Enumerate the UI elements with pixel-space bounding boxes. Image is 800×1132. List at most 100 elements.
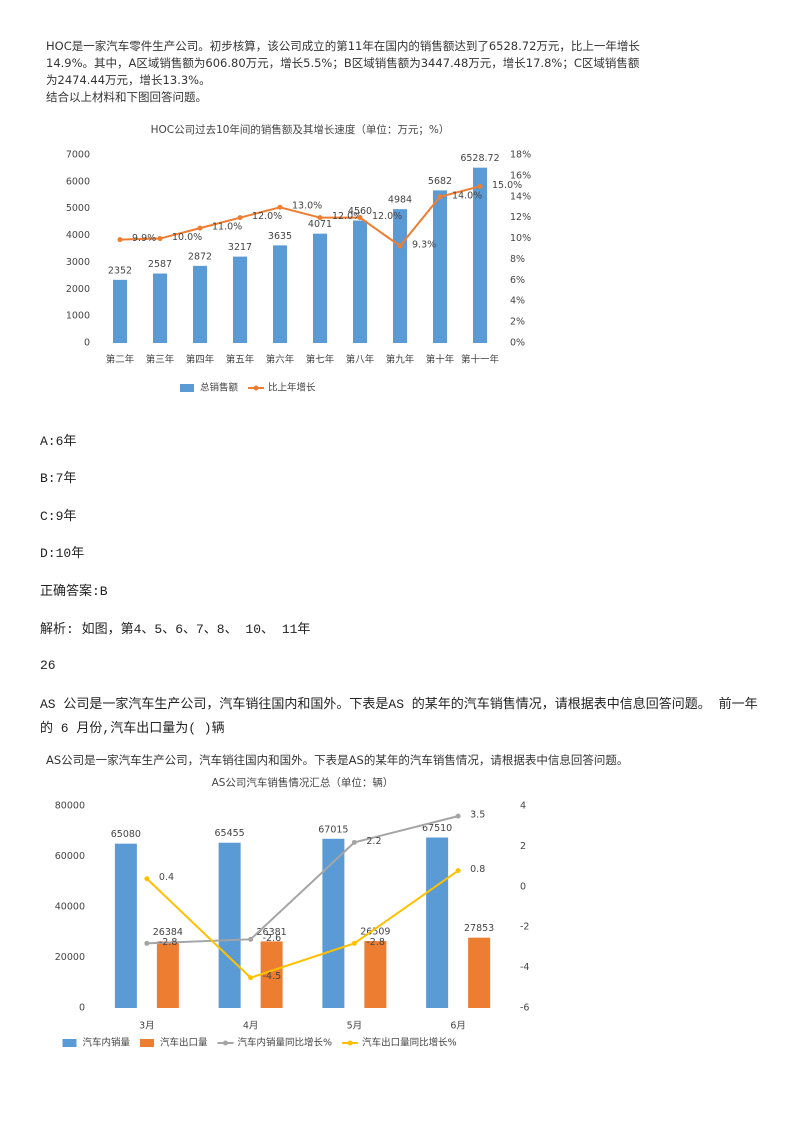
bar-value-label: 3635 [268,231,292,242]
image1-text: HOC是一家汽车零件生产公司。初步核算，该公司成立的第11年在国内的销售额达到了… [46,38,646,106]
x-tick-label: 第四年 [186,354,215,366]
bar [193,265,207,343]
bar-value-label: 65455 [215,828,245,839]
line-point [144,940,150,946]
y-tick-label: 6000 [66,176,90,187]
y-tick-label: 20000 [55,952,85,963]
x-tick-label: 第七年 [306,354,335,366]
legend-label: 汽车出口量 [160,1037,208,1049]
y-tick-label: 1000 [66,311,90,322]
y-tick-label: 5000 [66,203,90,214]
bar [468,937,491,1008]
line-point [277,204,283,210]
bar [218,842,241,1008]
y-tick-label: 60000 [55,851,85,862]
line-point [248,975,254,981]
line-point [437,194,443,200]
x-tick-label: 第六年 [266,354,295,366]
line-point [237,215,243,221]
bar-value-label: 2587 [148,259,172,270]
intro: HOC是一家汽车零件生产公司。初步核算，该公司成立的第11年在国内的销售额达到了… [46,39,640,87]
line-value-label: 13.0% [292,201,322,212]
bar-value-label: 3217 [228,242,252,253]
line-value-label: 9.3% [412,239,436,250]
line-value-label: -2.6 [263,933,282,944]
y2-tick-label: 16% [510,170,531,181]
line-point [157,236,163,242]
line-value-label: 10.0% [172,232,202,243]
y2-tick-label: 6% [510,275,525,286]
x-tick-label: 第五年 [226,354,255,366]
line-point [317,215,323,221]
y2-tick-label: 0 [520,881,526,892]
x-tick-label: 第十年 [426,354,455,366]
y-tick-label: 0 [84,338,90,349]
bar-value-label: 2352 [108,265,132,276]
line-value-label: -4.5 [263,971,282,982]
y-tick-label: 40000 [55,902,85,913]
line-point [117,237,123,243]
option: A:6年 [40,434,77,449]
bar [313,233,327,343]
legend-label: 汽车内销量 [83,1037,131,1049]
y2-tick-label: 14% [510,191,531,202]
line-value-label: -2.8 [366,937,385,948]
bar-value-label: 6528.72 [460,153,499,164]
line [146,815,459,945]
line-point [197,225,203,231]
x-tick-label: 第八年 [346,354,375,366]
line-point [351,940,357,946]
legend-label: 比上年增长 [268,382,316,394]
line-point [357,215,363,221]
y-tick-label: 7000 [66,150,90,161]
analysis: 解析: 如图，第4、5、6、7、8、 10、 11年 [40,622,311,637]
chart-title: HOC公司过去10年间的销售额及其增长速度（单位：万元；%） [151,123,450,136]
chart: HOC公司过去10年间的销售额及其增长速度（单位：万元；%） 0 1000 2000 3… [66,123,531,394]
bar-value-label: 4071 [308,219,332,230]
legend-swatch [62,1039,77,1047]
x-tick-label: 第十一年 [461,354,500,366]
legend-swatch [180,384,194,392]
prompt: 结合以上材料和下图回答问题。 [46,90,207,104]
y2-tick-label: 18% [510,150,531,161]
chart-title: AS公司汽车销售情况汇总（单位：辆） [212,776,394,789]
x-tick-label: 3月 [139,1021,155,1032]
x-tick-label: 第二年 [106,354,135,366]
bar-value-label: 26384 [153,927,183,938]
bar-value-label: 26509 [360,927,390,938]
line-value-label: 11.0% [212,222,242,233]
question-number: 26 [40,658,56,673]
line-value-label: 12.0% [372,211,402,222]
line-point [351,839,357,845]
y-tick-label: 0 [79,1003,85,1014]
line-value-label: 0.8 [470,864,485,875]
bar [114,843,137,1008]
y2-tick-label: -2 [520,922,529,933]
bar-value-label: 65080 [111,829,141,840]
chart: AS公司汽车销售情况汇总（单位：辆） 0 20000 40000 60000 80000 -… [55,776,530,1049]
bar [233,256,247,343]
line [146,869,459,979]
bar [426,837,449,1008]
line-point [144,876,150,882]
line-point [455,868,461,874]
legend-label: 汽车出口量同比增长% [362,1037,457,1049]
x-tick-label: 6月 [450,1021,466,1032]
bar [156,941,179,1008]
bar-value-label: 4560 [348,206,372,217]
y2-tick-label: 4% [510,296,525,307]
bar-value-label: 67510 [422,823,452,834]
bar [364,941,387,1008]
y2-tick-label: 2% [510,317,525,328]
line-value-label: 9.9% [132,233,156,244]
y2-tick-label: 10% [510,233,531,244]
question: AS 公司是一家汽车生产公司，汽车销往国内和国外。下表是AS 的某年的汽车销售情… [40,697,758,736]
bar [273,245,287,343]
y2-tick-label: 2 [520,841,526,852]
y2-tick-label: 0% [510,338,525,349]
bar [473,167,487,343]
bar-value-label: 67015 [318,824,348,835]
y2-tick-label: 4 [520,801,526,812]
y-tick-label: 80000 [55,801,85,812]
